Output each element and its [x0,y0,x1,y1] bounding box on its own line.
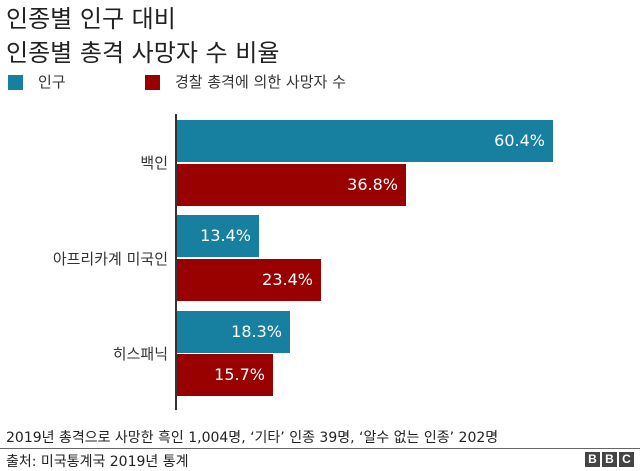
chart-title-line2: 인종별 총격 사망자 수 비율 [6,39,280,67]
bar-hispanic-deaths: 15.7% [177,354,273,396]
chart-title-line1: 인종별 인구 대비 [6,5,176,33]
bar-african-american-population: 13.4% [177,215,259,257]
bar-value: 60.4% [494,131,545,150]
logo-letter: B [602,452,617,467]
legend-label: 인구 [38,73,66,91]
legend-label: 경찰 총격에 의한 사망자 수 [175,73,346,91]
footer-divider [0,448,640,449]
category-label-hispanic: 히스패닉 [112,345,168,363]
bar-african-american-deaths: 23.4% [177,259,321,301]
legend-swatch-population [8,75,23,90]
bar-value: 36.8% [347,175,398,194]
bar-hispanic-population: 18.3% [177,311,290,353]
bar-value: 15.7% [214,365,265,384]
category-label-african-american: 아프리카계 미국인 [52,250,168,268]
logo-letter: C [619,452,634,467]
bar-white-population: 60.4% [177,120,553,162]
source-text: 출처: 미국통계국 2019년 통계 [6,454,189,470]
y-axis-line [175,114,177,410]
category-label-white: 백인 [140,154,168,172]
bbc-logo: B B C [585,452,634,467]
legend-swatch-deaths [145,75,160,90]
bar-value: 23.4% [262,270,313,289]
bar-value: 18.3% [231,322,282,341]
bar-value: 13.4% [200,226,251,245]
footnote: 2019년 총격으로 사망한 흑인 1,004명, ‘기타’ 인종 39명, ‘… [6,430,499,446]
logo-letter: B [585,452,600,467]
bar-white-deaths: 36.8% [177,164,406,206]
